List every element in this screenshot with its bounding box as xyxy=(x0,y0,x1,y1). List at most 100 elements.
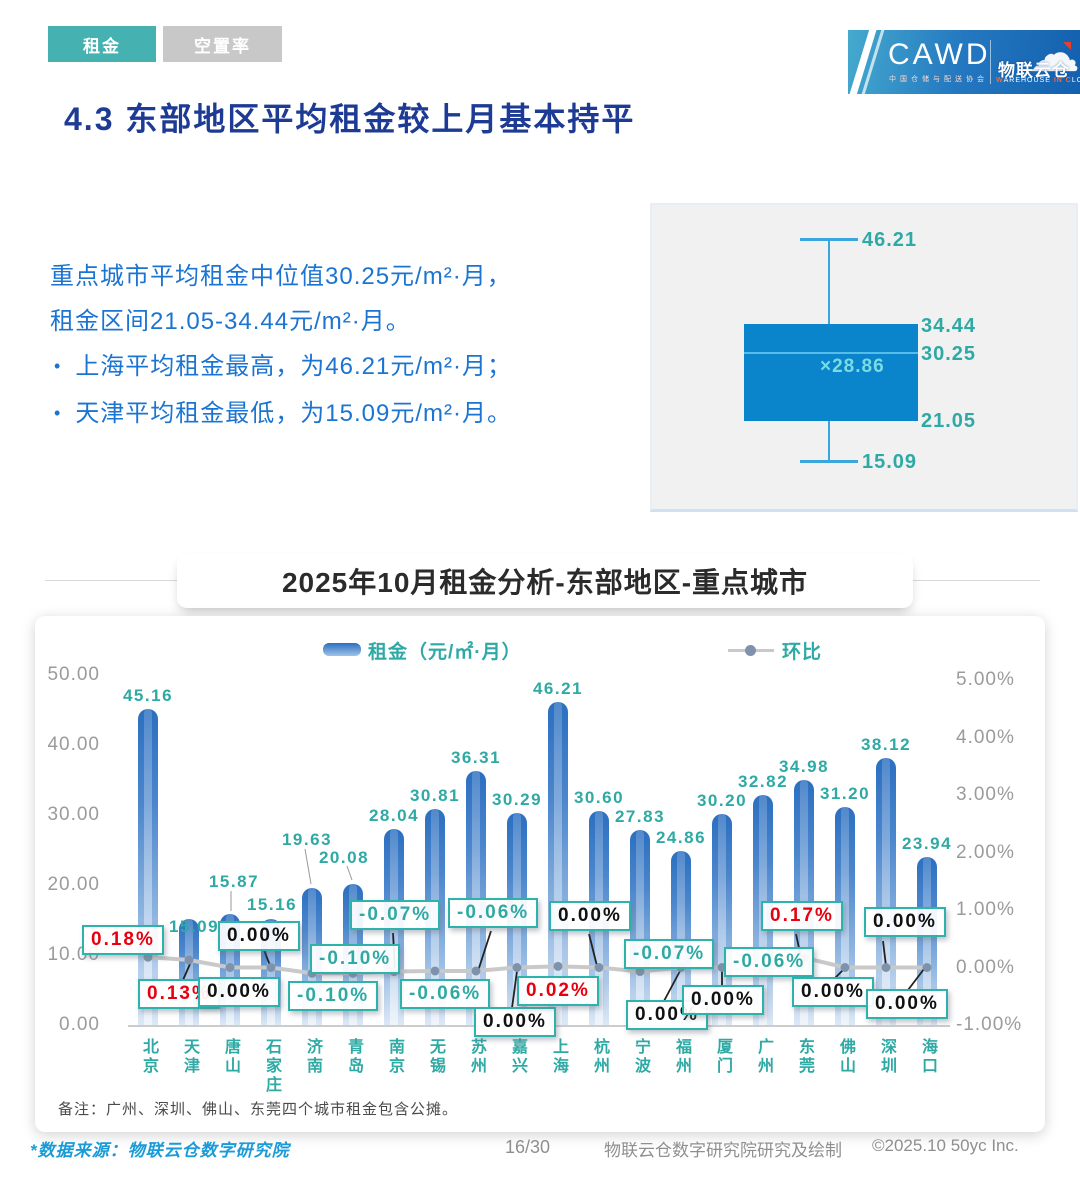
brand-sub-c: C xyxy=(1065,77,1072,84)
legend-rent-swatch xyxy=(323,643,361,656)
city-label: 佛山 xyxy=(837,1038,854,1076)
summary-bullet-2: • 天津平均租金最低，为15.09元/m²·月。 xyxy=(50,391,512,438)
change-value-box: 0.00% xyxy=(866,989,948,1019)
boxplot-bottom-whisker xyxy=(828,421,830,462)
city-label: 嘉兴 xyxy=(509,1038,526,1076)
brand-subtitle: WAREHOUSE IN CLOUD xyxy=(996,77,1080,84)
change-value-box: 0.00% xyxy=(682,985,764,1015)
rent-value-label: 20.08 xyxy=(318,848,370,867)
tab-rent[interactable]: 租金 xyxy=(48,26,156,62)
y-axis-right-tick: 2.00% xyxy=(956,841,1015,863)
rent-value-label: 30.60 xyxy=(573,787,625,807)
y-axis-left-tick: 20.00 xyxy=(47,874,100,895)
data-source: *数据来源：物联云仓数字研究院 xyxy=(30,1141,290,1160)
rent-value-label: 19.63 xyxy=(281,830,333,849)
change-value-box: 0.17% xyxy=(761,901,843,931)
y-axis-right-tick: 1.00% xyxy=(956,899,1015,920)
rent-value-label: 30.81 xyxy=(409,786,461,806)
city-label: 福州 xyxy=(673,1038,690,1076)
change-value-box: -0.10% xyxy=(310,944,401,974)
chart-footnote: 备注：广州、深圳、佛山、东莞四个城市租金包含公摊。 xyxy=(58,1101,459,1118)
rent-value-label: 45.16 xyxy=(122,685,174,705)
change-value-box: 0.00% xyxy=(626,1000,708,1030)
y-axis-right-tick: 4.00% xyxy=(956,726,1015,748)
rent-value-label: 36.31 xyxy=(450,747,502,767)
boxplot-box xyxy=(744,324,918,421)
rent-value-label: 34.98 xyxy=(778,757,830,777)
city-label: 北京 xyxy=(140,1038,157,1076)
city-label: 济南 xyxy=(304,1038,321,1076)
cawd-wordmark: CAWD xyxy=(888,38,991,71)
city-label: 东莞 xyxy=(796,1038,813,1076)
page-title: 4.3 东部地区平均租金较上月基本持平 xyxy=(64,101,636,137)
summary-line-1: 重点城市平均租金中位值30.25元/m²·月， xyxy=(50,263,512,290)
boxplot-top-whisker-cap xyxy=(800,238,858,241)
brand-sub-w: W xyxy=(996,77,1004,84)
y-axis-left-tick: 50.00 xyxy=(47,664,100,685)
boxplot-max-label: 46.21 xyxy=(862,229,918,251)
bullet-icon: • xyxy=(54,403,62,423)
change-value-box: 0.00% xyxy=(198,977,280,1007)
rent-value-label: 30.29 xyxy=(491,789,543,809)
city-label: 广州 xyxy=(755,1038,772,1076)
city-label: 杭州 xyxy=(591,1038,608,1076)
summary-bullet-1-text: 上海平均租金最高，为46.21元/m²·月； xyxy=(75,353,513,380)
rent-bar xyxy=(548,701,568,1026)
change-value-box: -0.06% xyxy=(724,947,815,977)
boxplot-mean-label: ×28.86 xyxy=(820,356,885,377)
summary-line-2: 租金区间21.05-34.44元/m²·月。 xyxy=(50,308,411,335)
city-label: 上海 xyxy=(550,1038,567,1076)
change-value-box: 0.00% xyxy=(218,921,300,951)
rent-value-label: 30.20 xyxy=(696,790,748,810)
change-value-box: -0.10% xyxy=(288,981,379,1011)
boxplot-median-line xyxy=(744,352,918,354)
y-axis-left-tick: 30.00 xyxy=(47,804,100,825)
boxplot-bottom-whisker-cap xyxy=(800,460,858,463)
credit-text: 物联云仓数字研究院研究及绘制 xyxy=(604,1141,842,1160)
rent-value-label: 23.94 xyxy=(901,834,953,854)
y-axis-right-tick: 0.00% xyxy=(956,956,1015,978)
summary-bullet-2-text: 天津平均租金最低，为15.09元/m²·月。 xyxy=(75,400,513,427)
change-value-box: 0.00% xyxy=(792,977,874,1007)
brand-sub-l: LOUD xyxy=(1071,77,1080,84)
change-value-box: -0.07% xyxy=(624,939,715,969)
summary-bullet-1: • 上海平均租金最高，为46.21元/m²·月； xyxy=(50,344,512,391)
rent-value-label: 15.87 xyxy=(208,872,260,891)
rent-value-label: 15.16 xyxy=(246,895,298,914)
y-axis-left-tick: 40.00 xyxy=(47,734,100,755)
rent-bar xyxy=(876,758,896,1025)
tab-vacancy[interactable]: 空置率 xyxy=(163,26,282,62)
city-label: 深圳 xyxy=(878,1038,895,1076)
rent-value-label: 31.20 xyxy=(819,783,871,803)
logo-divider xyxy=(990,40,991,84)
bullet-icon: • xyxy=(54,356,62,376)
city-label: 青岛 xyxy=(345,1038,362,1076)
city-label: 南京 xyxy=(386,1038,403,1076)
cawd-wuliancloud-logo: CAWD 中国仓储与配送协会 ☁ 物联云仓 WAREHOUSE IN CLOUD xyxy=(848,30,1080,94)
city-label: 厦门 xyxy=(714,1038,731,1076)
y-axis-right-tick: 5.00% xyxy=(956,669,1015,690)
y-axis-right-tick: 3.00% xyxy=(956,784,1015,805)
y-axis-right-tick: -1.00% xyxy=(956,1014,1023,1035)
change-value-box: 0.00% xyxy=(864,907,946,937)
red-arrow-icon xyxy=(1063,42,1071,50)
boxplot-q1-label: 21.05 xyxy=(921,410,977,432)
legend-rent-label: 租金（元/㎡·月） xyxy=(368,642,522,663)
city-label: 苏州 xyxy=(468,1038,485,1076)
page-number: 16/30 xyxy=(505,1137,551,1157)
legend-huanbi-label: 环比 xyxy=(782,642,823,663)
city-label: 海口 xyxy=(919,1038,936,1076)
copyright-text: ©2025.10 50yc Inc. xyxy=(872,1136,1019,1155)
city-label: 无锡 xyxy=(427,1038,444,1076)
rent-value-label: 46.21 xyxy=(532,678,584,698)
rent-value-label: 27.83 xyxy=(614,807,666,827)
brand-sub-a: AREHOUSE xyxy=(1003,77,1054,84)
city-label: 宁波 xyxy=(632,1038,649,1076)
rent-value-label: 24.86 xyxy=(655,827,707,847)
rent-value-label: 15.09 xyxy=(168,917,220,936)
change-value-box: 0.00% xyxy=(474,1007,556,1037)
y-axis-left-tick: 0.00 xyxy=(59,1014,100,1035)
brand-sub-i: IN xyxy=(1053,77,1063,84)
boxplot-q3-label: 34.44 xyxy=(921,315,977,337)
